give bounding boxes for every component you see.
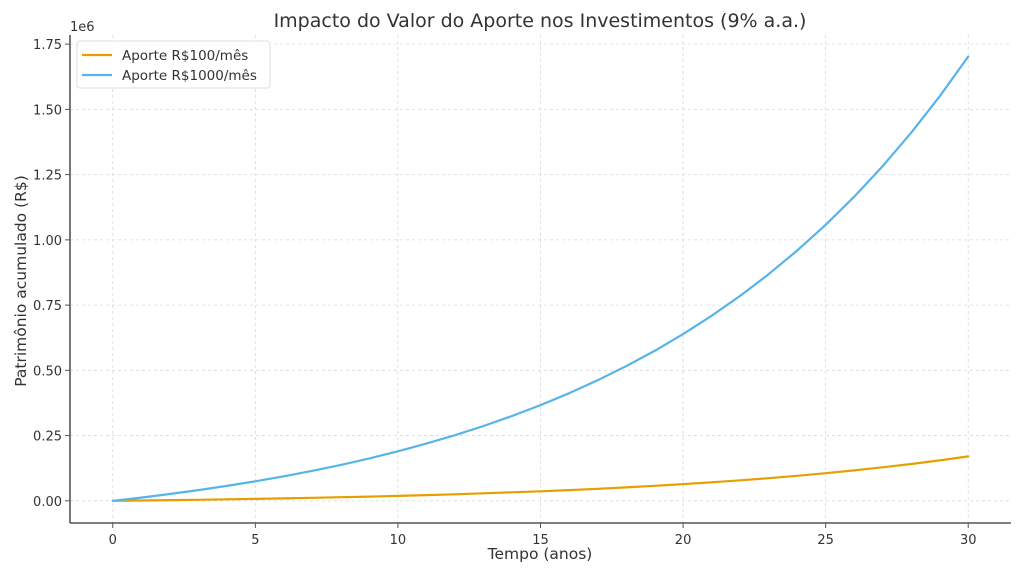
x-tick-label: 10 (390, 533, 407, 548)
y-tick-label: 0.25 (33, 430, 62, 445)
y-tick-label: 1.00 (33, 234, 62, 249)
legend-box (76, 40, 271, 89)
x-tick-label: 0 (109, 533, 117, 548)
y-axis-label: Patrimônio acumulado (R$) (12, 175, 30, 387)
y-tick-label: 1.25 (33, 169, 62, 184)
x-axis-label: Tempo (anos) (487, 545, 593, 563)
x-axis-ticks: 0 5 10 15 20 25 30 (109, 523, 977, 548)
x-tick-label: 30 (960, 533, 977, 548)
y-tick-label: 1.75 (33, 38, 62, 53)
y-axis-offset-text: 1e6 (70, 20, 95, 35)
y-axis-ticks: 0.00 0.25 0.50 0.75 1.00 1.25 1.50 1.75 (33, 38, 70, 510)
x-tick-label: 25 (817, 533, 834, 548)
y-tick-label: 0.75 (33, 299, 62, 314)
y-tick-label: 0.50 (33, 364, 62, 379)
x-tick-label: 20 (675, 533, 692, 548)
legend: Aporte R$100/mês Aporte R$1000/mês (76, 40, 271, 89)
x-tick-label: 15 (532, 533, 549, 548)
x-tick-label: 5 (251, 533, 259, 548)
series-line-aporte-1000 (111, 55, 970, 502)
series-line-aporte-100 (111, 455, 970, 502)
legend-label: Aporte R$100/mês (122, 48, 248, 64)
grid-lines (70, 35, 1011, 523)
legend-item-aporte-100: Aporte R$100/mês (82, 48, 248, 64)
series-lines (111, 55, 970, 502)
legend-item-aporte-1000: Aporte R$1000/mês (82, 68, 257, 84)
y-tick-label: 1.50 (33, 103, 62, 118)
legend-label: Aporte R$1000/mês (122, 68, 257, 84)
y-tick-label: 0.00 (33, 495, 62, 510)
chart-title: Impacto do Valor do Aporte nos Investime… (274, 10, 807, 32)
